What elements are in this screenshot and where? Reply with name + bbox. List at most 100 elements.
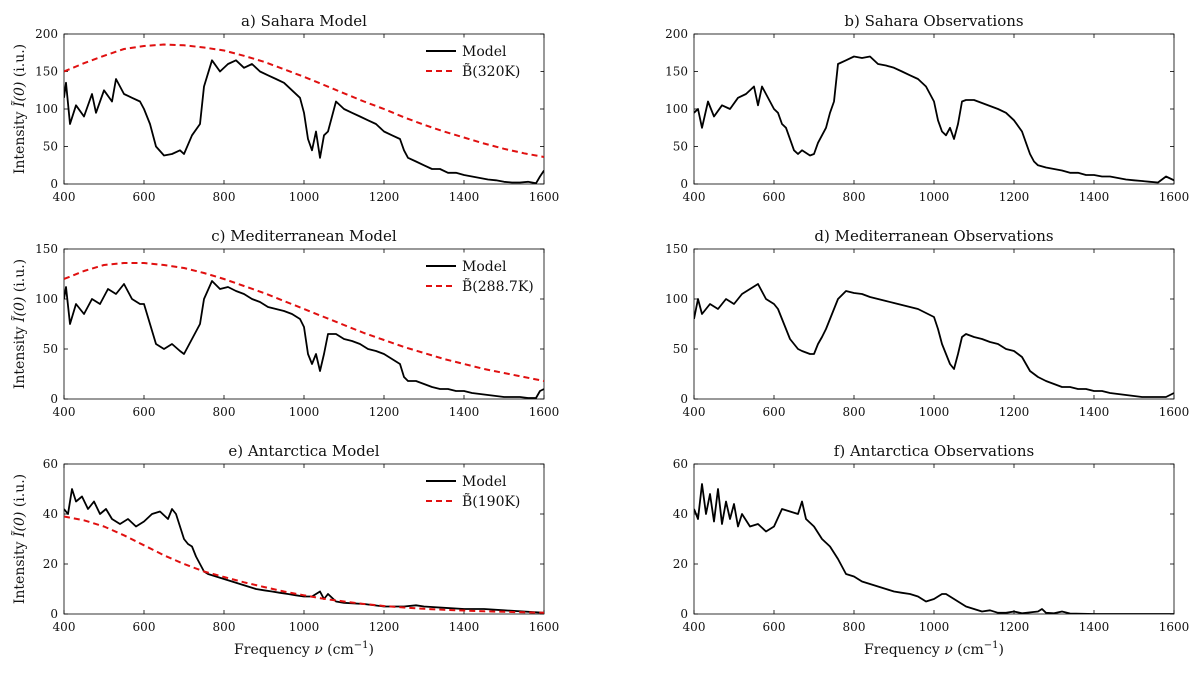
- x-axis-label: Frequency ν (cm−1): [234, 640, 374, 658]
- x-tick-label: 400: [683, 620, 706, 634]
- y-tick-label: 20: [43, 557, 58, 571]
- x-tick-label: 800: [843, 405, 866, 419]
- y-tick-label: 50: [43, 140, 58, 154]
- x-tick-label: 1000: [289, 405, 320, 419]
- y-axis-label: Intensity Ĩ(0) (i.u.): [10, 474, 28, 604]
- y-tick-label: 200: [665, 27, 688, 41]
- legend-label: Model: [462, 474, 507, 490]
- y-tick-label: 50: [673, 342, 688, 356]
- x-tick-label: 800: [843, 620, 866, 634]
- legend: Model B̃(320K): [421, 37, 541, 83]
- y-tick-label: 0: [50, 607, 58, 621]
- y-tick-label: 100: [35, 102, 58, 116]
- x-tick-label: 1200: [369, 620, 400, 634]
- legend-label: B̃(190K): [462, 492, 520, 510]
- x-tick-label: 1200: [369, 190, 400, 204]
- x-tick-label: 1600: [529, 620, 560, 634]
- panel-title: f) Antarctica Observations: [834, 442, 1034, 460]
- series-line: [64, 280, 544, 399]
- series-blackbody-line: [64, 43, 544, 158]
- series-line: [64, 59, 544, 184]
- x-tick-label: 1600: [529, 190, 560, 204]
- x-tick-label: 400: [53, 620, 76, 634]
- x-tick-label: 1200: [999, 405, 1030, 419]
- legend-label: Model: [462, 44, 507, 60]
- x-tick-label: 1200: [369, 405, 400, 419]
- y-tick-label: 150: [665, 242, 688, 256]
- legend-box: [421, 467, 541, 513]
- legend: Model B̃(190K): [421, 467, 541, 513]
- y-tick-label: 100: [665, 292, 688, 306]
- x-tick-label: 600: [133, 620, 156, 634]
- y-tick-label: 150: [665, 65, 688, 79]
- panel-title: e) Antarctica Model: [228, 442, 379, 460]
- y-tick-label: 0: [50, 392, 58, 406]
- x-tick-label: 600: [763, 620, 786, 634]
- y-tick-label: 150: [35, 242, 58, 256]
- x-tick-label: 800: [843, 190, 866, 204]
- plot-frame: [693, 33, 1175, 185]
- x-tick-label: 1000: [289, 620, 320, 634]
- legend: Model B̃(288.7K): [421, 252, 541, 298]
- y-tick-label: 200: [35, 27, 58, 41]
- x-axis-label: Frequency ν (cm−1): [864, 640, 1004, 658]
- y-tick-label: 0: [680, 392, 688, 406]
- y-tick-label: 100: [665, 102, 688, 116]
- x-tick-label: 800: [213, 405, 236, 419]
- y-tick-label: 100: [35, 292, 58, 306]
- series-blackbody-line: [64, 515, 544, 614]
- panel-title: a) Sahara Model: [241, 12, 367, 30]
- x-tick-label: 1400: [449, 405, 480, 419]
- series-line: [694, 55, 1174, 184]
- y-tick-label: 20: [673, 557, 688, 571]
- panel-title: d) Mediterranean Observations: [814, 227, 1053, 245]
- x-tick-label: 1600: [529, 405, 560, 419]
- plot-frame: [693, 248, 1175, 400]
- legend-label: Model: [462, 259, 507, 275]
- x-tick-label: 1200: [999, 190, 1030, 204]
- y-tick-label: 0: [680, 607, 688, 621]
- x-tick-label: 1400: [1079, 405, 1110, 419]
- y-tick-label: 60: [43, 457, 58, 471]
- y-axis-label: Intensity Ĩ(0) (i.u.): [10, 44, 28, 174]
- x-tick-label: 1600: [1159, 190, 1190, 204]
- x-tick-label: 1000: [289, 190, 320, 204]
- x-tick-label: 1000: [919, 405, 950, 419]
- x-tick-label: 1600: [1159, 620, 1190, 634]
- series-line: [694, 283, 1174, 398]
- x-tick-label: 1000: [919, 620, 950, 634]
- x-tick-label: 600: [763, 405, 786, 419]
- x-tick-label: 1400: [1079, 190, 1110, 204]
- legend-label: B̃(320K): [462, 62, 520, 80]
- x-tick-label: 600: [133, 405, 156, 419]
- y-tick-label: 40: [43, 507, 58, 521]
- y-tick-label: 0: [50, 177, 58, 191]
- y-tick-label: 150: [35, 65, 58, 79]
- x-tick-label: 1400: [1079, 620, 1110, 634]
- x-tick-label: 1000: [919, 190, 950, 204]
- y-tick-label: 60: [673, 457, 688, 471]
- x-tick-label: 400: [53, 190, 76, 204]
- x-tick-label: 600: [133, 190, 156, 204]
- y-tick-label: 40: [673, 507, 688, 521]
- plot-frame: [693, 463, 1175, 615]
- x-tick-label: 1400: [449, 190, 480, 204]
- x-tick-label: 1200: [999, 620, 1030, 634]
- x-tick-label: 400: [53, 405, 76, 419]
- series-line: [694, 483, 1174, 614]
- x-tick-label: 600: [763, 190, 786, 204]
- y-tick-label: 0: [680, 177, 688, 191]
- panel-title: c) Mediterranean Model: [211, 227, 397, 245]
- x-tick-label: 1600: [1159, 405, 1190, 419]
- legend-label: B̃(288.7K): [462, 277, 534, 295]
- series-blackbody-line: [64, 262, 544, 382]
- panel-d: d) Mediterranean Observations 400 600 800 10…: [665, 227, 1189, 419]
- y-tick-label: 50: [673, 140, 688, 154]
- legend-box: [421, 252, 541, 298]
